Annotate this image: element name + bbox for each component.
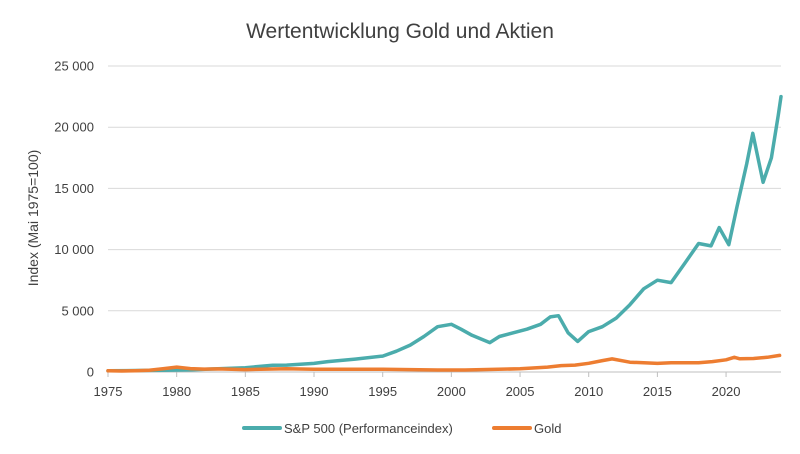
y-tick-label: 10 000 [54, 242, 94, 257]
x-tick-label: 2000 [437, 384, 466, 399]
legend-label-gold: Gold [534, 421, 561, 436]
y-tick-label: 20 000 [54, 120, 94, 135]
y-axis-label: Index (Mai 1975=100) [25, 150, 41, 287]
series-lines [106, 94, 783, 373]
axes: 0 5 000 10 000 15 000 20 000 25 000 1975 1980 19… [54, 59, 781, 399]
legend-label-sp500: S&P 500 (Performanceindex) [284, 421, 453, 436]
x-tick-label: 2010 [574, 384, 603, 399]
chart-title: Wertentwicklung Gold und Aktien [246, 20, 554, 43]
x-tick-label: 1990 [300, 384, 329, 399]
series-line-sp500 [106, 94, 783, 373]
series-line-gold [106, 353, 782, 373]
x-tick-label: 1985 [231, 384, 260, 399]
x-tick-label: 1980 [162, 384, 191, 399]
x-tick-label: 2015 [643, 384, 672, 399]
x-tick-label: 2020 [712, 384, 741, 399]
y-tick-label: 5 000 [61, 303, 94, 318]
x-tick-label: 1975 [94, 384, 123, 399]
legend: S&P 500 (Performanceindex) Gold [242, 421, 561, 436]
y-tick-label: 0 [87, 365, 94, 380]
y-tick-label: 15 000 [54, 181, 94, 196]
y-tick-label: 25 000 [54, 59, 94, 74]
x-tick-label: 1995 [368, 384, 397, 399]
grid-lines [108, 65, 781, 312]
x-tick-label: 2005 [506, 384, 535, 399]
